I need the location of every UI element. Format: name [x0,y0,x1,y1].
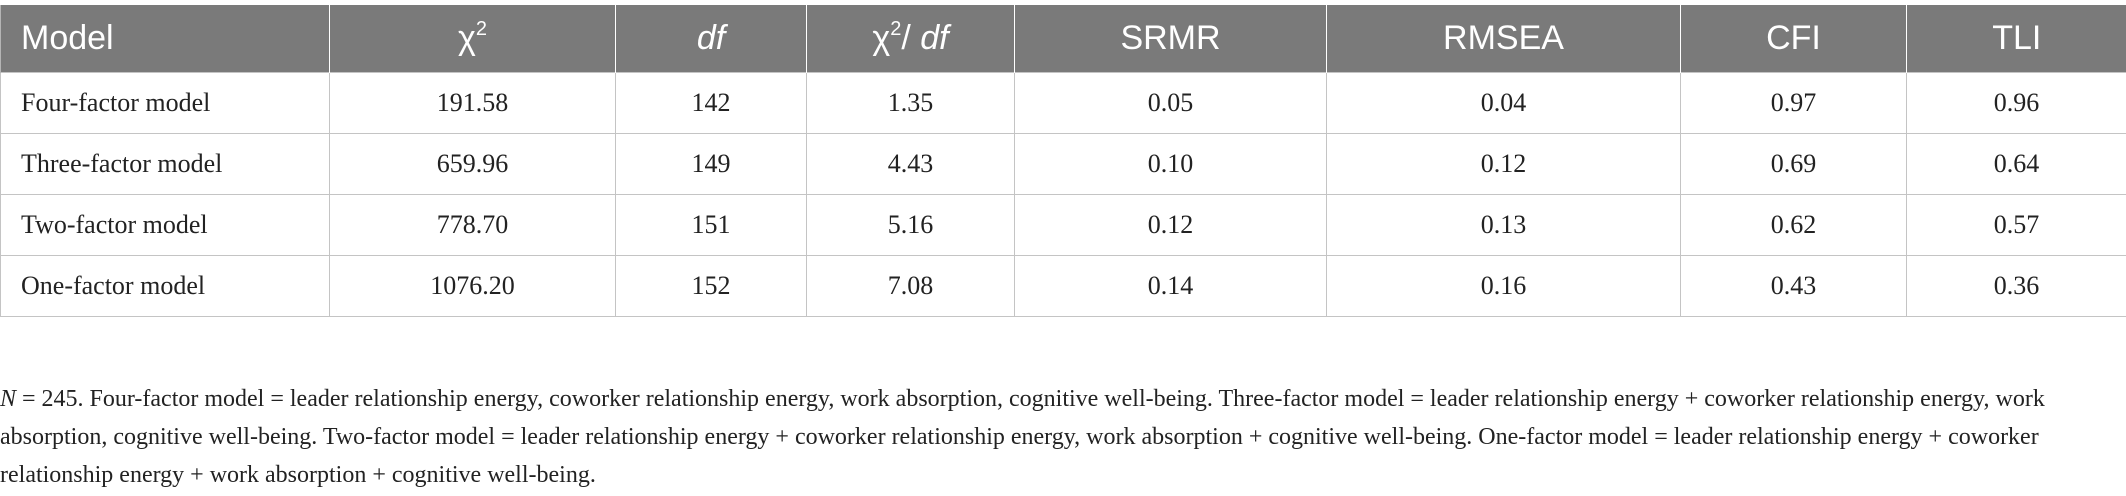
cell-df: 151 [615,194,807,256]
cell-cfi: 0.62 [1680,194,1907,256]
cell-srmr: 0.05 [1014,72,1327,134]
cell-ratio: 5.16 [806,194,1015,256]
cell-ratio: 1.35 [806,72,1015,134]
cell-srmr: 0.12 [1014,194,1327,256]
cell-tli: 0.36 [1906,255,2126,317]
cell-tli: 0.96 [1906,72,2126,134]
header-srmr: SRMR [1014,5,1327,73]
table-row: Two-factor model 778.70 151 5.16 0.12 0.… [0,194,2126,256]
header-df: df [615,5,807,73]
cell-model: One-factor model [0,255,330,317]
cell-chi-square: 1076.20 [329,255,616,317]
header-chi-df-ratio: χ2/ df [806,5,1015,73]
table-header: Model χ2 df χ2/ df SRMR RMSEA CFI TLI [0,5,2126,73]
cell-cfi: 0.69 [1680,133,1907,195]
cell-model: Three-factor model [0,133,330,195]
header-model: Model [0,5,330,73]
header-rmsea: RMSEA [1326,5,1681,73]
cell-cfi: 0.97 [1680,72,1907,134]
table-row: Four-factor model 191.58 142 1.35 0.05 0… [0,72,2126,134]
cell-chi-square: 659.96 [329,133,616,195]
table-body: Four-factor model 191.58 142 1.35 0.05 0… [0,72,2126,317]
cell-cfi: 0.43 [1680,255,1907,317]
header-cfi: CFI [1680,5,1907,73]
header-ratio-chi: χ [872,19,891,57]
cell-df: 152 [615,255,807,317]
cell-srmr: 0.14 [1014,255,1327,317]
cell-tli: 0.64 [1906,133,2126,195]
cell-rmsea: 0.12 [1326,133,1681,195]
header-row: Model χ2 df χ2/ df SRMR RMSEA CFI TLI [0,5,2126,73]
cell-chi-square: 191.58 [329,72,616,134]
header-ratio-sup: 2 [890,18,902,40]
cell-ratio: 4.43 [806,133,1015,195]
cell-tli: 0.57 [1906,194,2126,256]
footnote-n-label: N [0,386,17,412]
cell-ratio: 7.08 [806,255,1015,317]
cell-chi-square: 778.70 [329,194,616,256]
fit-indices-table-container: Model χ2 df χ2/ df SRMR RMSEA CFI TLI Fo… [0,5,2126,317]
cell-rmsea: 0.13 [1326,194,1681,256]
header-ratio-slash: / [901,19,921,57]
fit-indices-table: Model χ2 df χ2/ df SRMR RMSEA CFI TLI Fo… [0,5,2126,317]
table-footnote: N = 245. Four-factor model = leader rela… [0,380,2126,494]
cell-df: 142 [615,72,807,134]
header-chi-sup: 2 [475,18,487,40]
cell-df: 149 [615,133,807,195]
header-tli: TLI [1906,5,2126,73]
header-df-label: df [696,19,726,57]
cell-rmsea: 0.04 [1326,72,1681,134]
cell-model: Four-factor model [0,72,330,134]
cell-srmr: 0.10 [1014,133,1327,195]
table-row: Three-factor model 659.96 149 4.43 0.10 … [0,133,2126,195]
header-chi-symbol: χ [458,19,476,57]
header-chi-square: χ2 [329,5,616,73]
cell-model: Two-factor model [0,194,330,256]
table-row: One-factor model 1076.20 152 7.08 0.14 0… [0,255,2126,317]
cell-rmsea: 0.16 [1326,255,1681,317]
header-ratio-df: df [920,19,949,57]
footnote-text: = 245. Four-factor model = leader relati… [0,386,2045,488]
